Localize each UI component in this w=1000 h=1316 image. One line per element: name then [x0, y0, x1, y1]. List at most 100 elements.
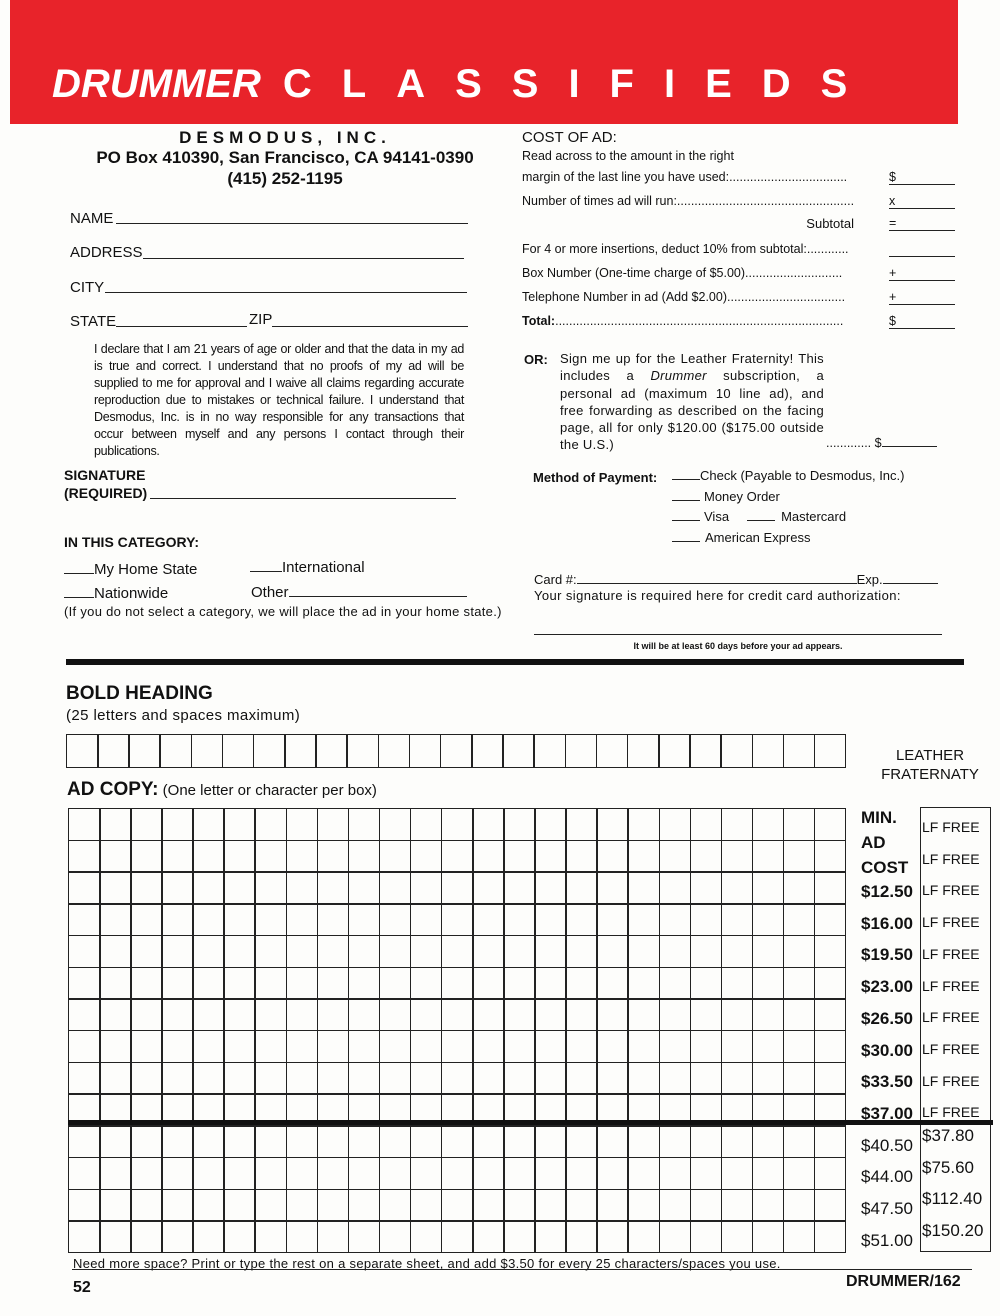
- ad-letter-box[interactable]: [68, 839, 101, 873]
- heading-letter-box[interactable]: [720, 734, 754, 768]
- ad-letter-box[interactable]: [347, 1061, 381, 1095]
- ad-letter-box[interactable]: [68, 934, 101, 969]
- ad-letter-box[interactable]: [596, 871, 629, 905]
- ad-letter-box[interactable]: [409, 934, 443, 969]
- ad-letter-box[interactable]: [378, 1188, 412, 1222]
- ad-letter-box[interactable]: [782, 966, 816, 1000]
- ad-letter-box[interactable]: [813, 1220, 847, 1254]
- ad-letter-box[interactable]: [99, 934, 132, 969]
- ad-letter-box[interactable]: [130, 871, 163, 905]
- ad-letter-box[interactable]: [254, 839, 288, 873]
- heading-letter-box[interactable]: [159, 734, 193, 768]
- ad-letter-box[interactable]: [316, 1156, 350, 1191]
- ad-letter-box[interactable]: [409, 808, 443, 842]
- ad-letter-box[interactable]: [813, 1030, 847, 1064]
- heading-letter-box[interactable]: [564, 734, 598, 768]
- ad-letter-box[interactable]: [440, 839, 474, 873]
- cost-line-amount-field[interactable]: =: [889, 216, 955, 231]
- ad-letter-box[interactable]: [627, 934, 661, 969]
- ad-letter-box[interactable]: [130, 998, 163, 1032]
- ad-letter-box[interactable]: [751, 808, 785, 842]
- ad-letter-box[interactable]: [782, 871, 816, 905]
- ad-letter-box[interactable]: [720, 1125, 754, 1159]
- ad-letter-box[interactable]: [161, 934, 194, 969]
- ad-letter-box[interactable]: [347, 1030, 381, 1064]
- ad-letter-box[interactable]: [627, 903, 661, 937]
- ad-letter-box[interactable]: [596, 1030, 629, 1064]
- ad-letter-box[interactable]: [316, 903, 350, 937]
- ad-letter-box[interactable]: [378, 934, 412, 969]
- heading-letter-box[interactable]: [97, 734, 130, 768]
- ad-letter-box[interactable]: [534, 1220, 567, 1254]
- ad-letter-box[interactable]: [751, 1220, 785, 1254]
- cost-line-amount-field[interactable]: +: [889, 290, 955, 305]
- ad-letter-box[interactable]: [503, 1061, 536, 1095]
- ad-letter-box[interactable]: [751, 1030, 785, 1064]
- ad-letter-box[interactable]: [378, 1030, 412, 1064]
- heading-letter-box[interactable]: [346, 734, 380, 768]
- ad-letter-box[interactable]: [627, 1220, 661, 1254]
- ad-letter-box[interactable]: [316, 1220, 350, 1254]
- ad-letter-box[interactable]: [130, 808, 163, 842]
- ad-letter-box[interactable]: [161, 1030, 194, 1064]
- ad-letter-box[interactable]: [68, 808, 101, 842]
- ad-letter-box[interactable]: [689, 1220, 723, 1254]
- ad-letter-box[interactable]: [161, 1125, 194, 1159]
- ad-letter-box[interactable]: [285, 1061, 319, 1095]
- ad-letter-box[interactable]: [534, 903, 567, 937]
- ad-letter-box[interactable]: [285, 808, 319, 842]
- ad-letter-box[interactable]: [472, 1061, 505, 1095]
- ad-letter-box[interactable]: [565, 1061, 598, 1095]
- ad-letter-box[interactable]: [658, 871, 692, 905]
- ad-letter-box[interactable]: [813, 966, 847, 1000]
- heading-letter-box[interactable]: [751, 734, 785, 768]
- heading-letter-box[interactable]: [315, 734, 348, 768]
- ad-letter-box[interactable]: [68, 1061, 101, 1095]
- ad-letter-box[interactable]: [596, 839, 629, 873]
- exp-field[interactable]: [882, 583, 938, 584]
- ad-letter-box[interactable]: [161, 808, 194, 842]
- ad-letter-box[interactable]: [472, 998, 505, 1032]
- ad-letter-box[interactable]: [565, 903, 598, 937]
- ad-letter-box[interactable]: [409, 839, 443, 873]
- ad-letter-box[interactable]: [161, 871, 194, 905]
- ad-letter-box[interactable]: [782, 1030, 816, 1064]
- ad-letter-box[interactable]: [751, 998, 785, 1032]
- ad-letter-box[interactable]: [223, 1125, 256, 1159]
- ad-letter-box[interactable]: [68, 1220, 101, 1254]
- ad-letter-box[interactable]: [627, 1156, 661, 1191]
- ad-letter-box[interactable]: [192, 1125, 225, 1159]
- ad-letter-box[interactable]: [68, 1125, 101, 1159]
- ad-letter-box[interactable]: [534, 808, 567, 842]
- ad-letter-box[interactable]: [316, 934, 350, 969]
- ad-letter-box[interactable]: [813, 903, 847, 937]
- ad-letter-box[interactable]: [254, 808, 288, 842]
- ad-letter-box[interactable]: [440, 966, 474, 1000]
- zip-field[interactable]: [272, 311, 468, 327]
- ad-letter-box[interactable]: [503, 1156, 536, 1191]
- heading-letter-box[interactable]: [782, 734, 816, 768]
- ad-letter-box[interactable]: [316, 1125, 350, 1159]
- ad-letter-box[interactable]: [285, 1030, 319, 1064]
- ad-letter-box[interactable]: [751, 1061, 785, 1095]
- ad-letter-box[interactable]: [534, 839, 567, 873]
- ad-letter-box[interactable]: [627, 839, 661, 873]
- check-checkbox[interactable]: [672, 479, 700, 480]
- ad-letter-box[interactable]: [130, 1061, 163, 1095]
- ad-letter-box[interactable]: [285, 966, 319, 1000]
- ad-letter-box[interactable]: [347, 934, 381, 969]
- cost-line-amount-field[interactable]: x: [889, 194, 955, 209]
- ad-letter-box[interactable]: [409, 871, 443, 905]
- ad-letter-box[interactable]: [813, 808, 847, 842]
- ad-letter-box[interactable]: [472, 1188, 505, 1222]
- ad-letter-box[interactable]: [534, 998, 567, 1032]
- ad-letter-box[interactable]: [347, 998, 381, 1032]
- ad-letter-box[interactable]: [689, 871, 723, 905]
- ad-letter-box[interactable]: [223, 1188, 256, 1222]
- ad-letter-box[interactable]: [534, 966, 567, 1000]
- ad-letter-box[interactable]: [782, 808, 816, 842]
- ad-letter-box[interactable]: [130, 1156, 163, 1191]
- ad-letter-box[interactable]: [503, 808, 536, 842]
- heading-letter-box[interactable]: [595, 734, 629, 768]
- heading-letter-box[interactable]: [689, 734, 722, 768]
